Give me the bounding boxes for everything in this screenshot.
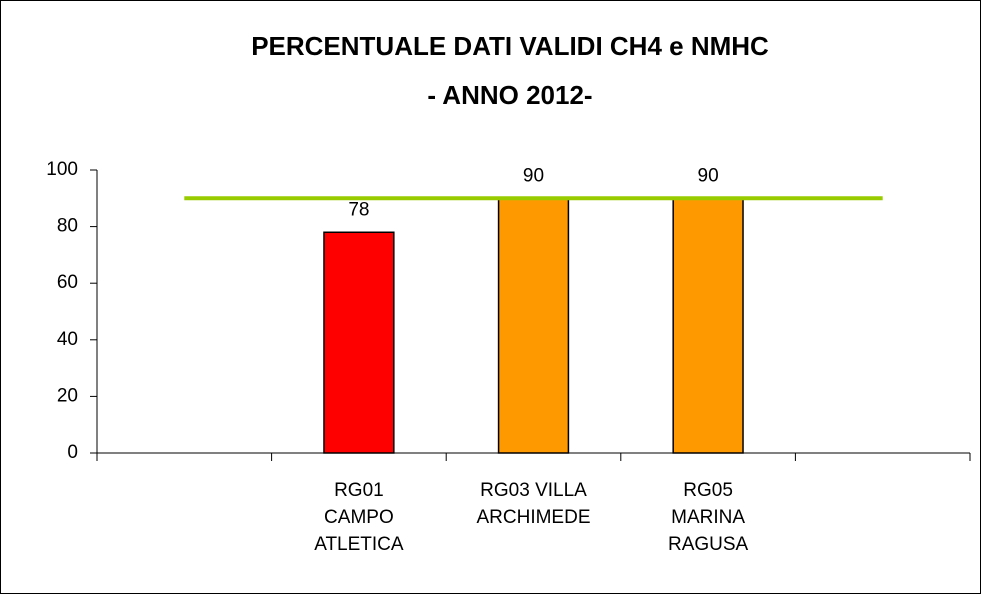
bar xyxy=(323,231,395,454)
y-tick-label: 60 xyxy=(57,272,78,293)
chart-subtitle: - ANNO 2012- xyxy=(427,80,592,110)
y-tick-label: 40 xyxy=(57,329,78,350)
bar xyxy=(672,197,744,454)
chart-title: PERCENTUALE DATI VALIDI CH4 e NMHC xyxy=(251,31,769,61)
value-label: 90 xyxy=(523,165,544,186)
y-tick-label: 100 xyxy=(46,159,78,180)
y-tick-label: 20 xyxy=(57,385,78,406)
x-tick-label: RG03 VILLA ARCHIMEDE xyxy=(476,480,591,528)
value-label: 78 xyxy=(348,199,369,220)
y-tick-label: 80 xyxy=(57,216,78,237)
value-label: 90 xyxy=(698,165,719,186)
bar xyxy=(497,197,570,454)
x-tick-label: RG05 MARINA RAGUSA xyxy=(667,480,749,555)
y-tick-label: 0 xyxy=(67,442,78,463)
x-tick-label: RG01 CAMPO ATLETICA xyxy=(314,480,404,555)
